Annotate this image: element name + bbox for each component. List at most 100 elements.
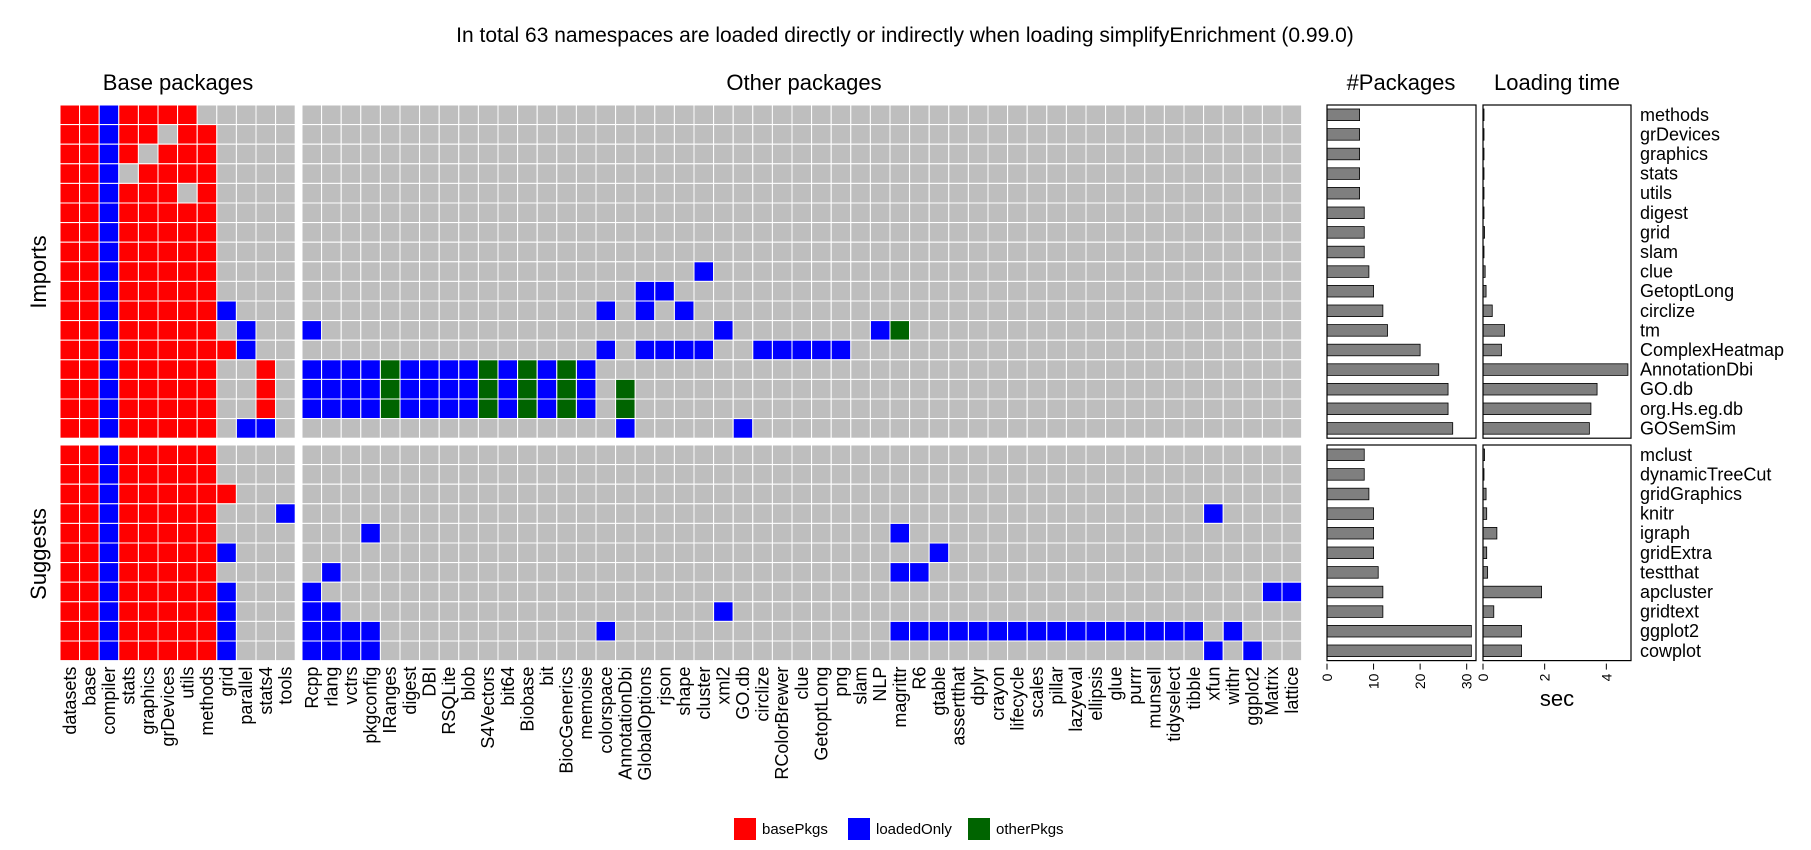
heatmap-cell-suggests-other [595,503,617,524]
heatmap-cell-imports-other [1203,261,1224,282]
heatmap-cell-imports-other [987,202,1009,224]
heatmap-cell-imports-other [967,398,989,420]
column-label-other: tidyselect [1164,667,1184,742]
heatmap-cell-suggests-other [928,542,950,564]
heatmap-cell-suggests-base [98,640,120,662]
heatmap-cell-imports-base [235,241,257,263]
heatmap-cell-imports-other [1222,418,1244,439]
heatmap-cell-suggests-base [137,444,159,466]
heatmap-cell-imports-other [811,418,832,439]
heatmap-cell-suggests-other [1085,601,1107,622]
col-group-base-title: Base packages [103,70,253,95]
heatmap-cell-imports-base [79,143,100,165]
heatmap-cell-suggests-other [340,483,362,505]
heatmap-cell-imports-other [634,182,656,204]
heatmap-cell-suggests-other [1065,542,1087,564]
heatmap-cell-imports-other [399,398,421,420]
heatmap-cell-imports-other [948,378,969,400]
heatmap-cell-suggests-base [275,640,296,662]
heatmap-cell-suggests-other [497,444,519,466]
heatmap-cell-imports-other [811,124,832,145]
heatmap-cell-imports-base [177,222,198,243]
row-label-imports: grDevices [1640,124,1720,144]
heatmap-cell-suggests-other [811,562,832,583]
heatmap-cell-imports-other [654,339,675,361]
row-label-imports: GO.db [1640,379,1693,399]
heatmap-cell-imports-base [59,339,81,361]
bar-packages-imports [1326,128,1360,141]
heatmap-cell-suggests-other [771,562,793,583]
heatmap-cell-imports-other [1105,143,1126,165]
bar-packages-imports [1326,226,1365,239]
heatmap-cell-imports-other [1261,378,1283,400]
heatmap-cell-suggests-base [59,542,81,564]
column-label-other: rjson [655,667,675,706]
heatmap-cell-imports-other [1124,104,1146,126]
heatmap-cell-imports-other [615,280,636,302]
heatmap-cell-imports-other [1007,320,1028,341]
heatmap-cell-imports-other [399,241,421,263]
heatmap-cell-suggests-other [850,640,871,662]
heatmap-cell-imports-other [1085,182,1107,204]
heatmap-cell-imports-other [360,124,381,145]
heatmap-cell-imports-other [948,202,969,224]
heatmap-cell-imports-other [379,418,401,439]
heatmap-cell-imports-other [321,104,342,126]
heatmap-cell-imports-other [967,280,989,302]
heatmap-cell-suggests-other [673,581,695,603]
heatmap-cell-suggests-other [1203,601,1224,622]
heatmap-cell-suggests-other [634,562,656,583]
heatmap-cell-suggests-other [556,483,577,505]
heatmap-cell-suggests-other [360,464,381,485]
heatmap-cell-imports-other [536,241,558,263]
heatmap-cell-imports-other [438,418,460,439]
heatmap-cell-imports-other [419,339,440,361]
heatmap-cell-imports-other [575,339,597,361]
heatmap-cell-imports-other [1261,261,1283,282]
heatmap-cell-imports-other [1261,241,1283,263]
heatmap-cell-imports-other [1144,124,1165,145]
heatmap-cell-suggests-base [255,444,277,466]
heatmap-cell-imports-base [255,398,277,420]
heatmap-cell-imports-other [771,398,793,420]
heatmap-cell-suggests-base [255,542,277,564]
heatmap-cell-imports-other [1242,398,1263,420]
heatmap-cell-suggests-other [301,562,323,583]
heatmap-cell-suggests-other [1222,503,1244,524]
heatmap-cell-suggests-other [1124,464,1146,485]
heatmap-cell-imports-other [948,320,969,341]
heatmap-cell-suggests-base [196,444,218,466]
heatmap-cell-imports-base [157,359,179,380]
bar-packages-imports [1326,304,1384,318]
heatmap-cell-suggests-other [752,581,773,603]
heatmap-cell-imports-other [752,222,773,243]
heatmap-cell-imports-other [967,378,989,400]
heatmap-cell-suggests-other [1281,542,1303,564]
bar-time-imports [1482,382,1598,396]
heatmap-cell-imports-other [379,241,401,263]
heatmap-cell-imports-base [177,398,198,420]
heatmap-cell-imports-other [419,163,440,184]
heatmap-cell-suggests-base [235,640,257,662]
heatmap-cell-imports-other [909,202,930,224]
heatmap-cell-suggests-other [517,581,538,603]
heatmap-cell-imports-other [379,222,401,243]
heatmap-cell-suggests-other [1105,640,1126,662]
heatmap-cell-imports-other [732,124,754,145]
heatmap-cell-suggests-other [458,640,479,662]
heatmap-cell-imports-other [1222,241,1244,263]
heatmap-cell-imports-other [909,280,930,302]
heatmap-cell-imports-base [137,261,159,282]
heatmap-cell-suggests-other [1242,444,1263,466]
heatmap-cell-suggests-base [235,444,257,466]
heatmap-cell-imports-other [595,222,617,243]
heatmap-cell-imports-base [157,339,179,361]
heatmap-cell-suggests-other [948,522,969,544]
heatmap-cell-imports-other [1261,300,1283,322]
heatmap-cell-imports-base [137,182,159,204]
heatmap-cell-imports-other [360,280,381,302]
heatmap-cell-imports-other [811,398,832,420]
heatmap-cell-imports-base [235,143,257,165]
heatmap-cell-suggests-other [477,483,499,505]
heatmap-cell-suggests-other [340,620,362,642]
